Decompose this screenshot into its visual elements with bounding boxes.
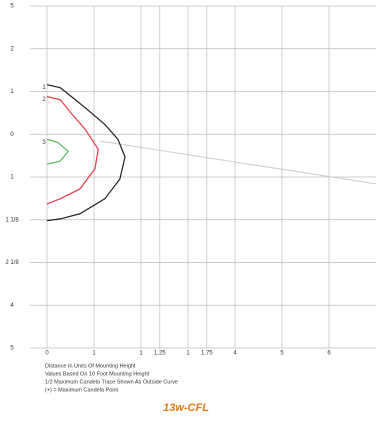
y-tick-label: 2 1/8 — [5, 260, 19, 266]
isoline-label: 2 — [42, 97, 46, 103]
x-tick-label: 5 — [280, 351, 284, 357]
y-tick-label: 5 — [10, 4, 14, 10]
y-tick-label: 0 — [10, 132, 14, 138]
x-tick-label: 1.75 — [201, 351, 213, 357]
y-tick-label: 5 — [10, 346, 14, 352]
x-tick-label: 6 — [327, 351, 331, 357]
y-tick-label: 1 1/8 — [5, 217, 19, 223]
isoline-label: 1 — [42, 85, 46, 91]
x-tick-label: 1 — [92, 351, 96, 357]
x-tick-label: 1 — [186, 351, 190, 357]
x-tick-label: 4 — [233, 351, 237, 357]
y-tick-label: 4 — [10, 303, 14, 309]
isoline — [46, 84, 126, 222]
note: Values Based On 10 Foot Mounting Height — [45, 371, 150, 377]
note: 1/2 Maximum Candela Trace Shown As Outsi… — [45, 379, 178, 385]
note: (+) = Maximum Candela Point — [45, 387, 119, 393]
isoline-label: 3 — [42, 140, 46, 146]
x-tick-label: 1 — [139, 351, 143, 357]
x-tick-label: 0 — [45, 351, 49, 357]
y-tick-label: 1 — [10, 175, 14, 181]
max-candela-trace — [100, 140, 377, 185]
note: Distance In Units Of Mounting Height — [45, 363, 136, 369]
isoline — [46, 138, 69, 165]
x-tick-label: 1.25 — [154, 351, 166, 357]
chart-title: 13w-CFL — [163, 402, 209, 414]
y-tick-label: 2 — [10, 46, 14, 52]
y-tick-label: 1 — [10, 89, 14, 95]
isoline — [46, 96, 99, 205]
